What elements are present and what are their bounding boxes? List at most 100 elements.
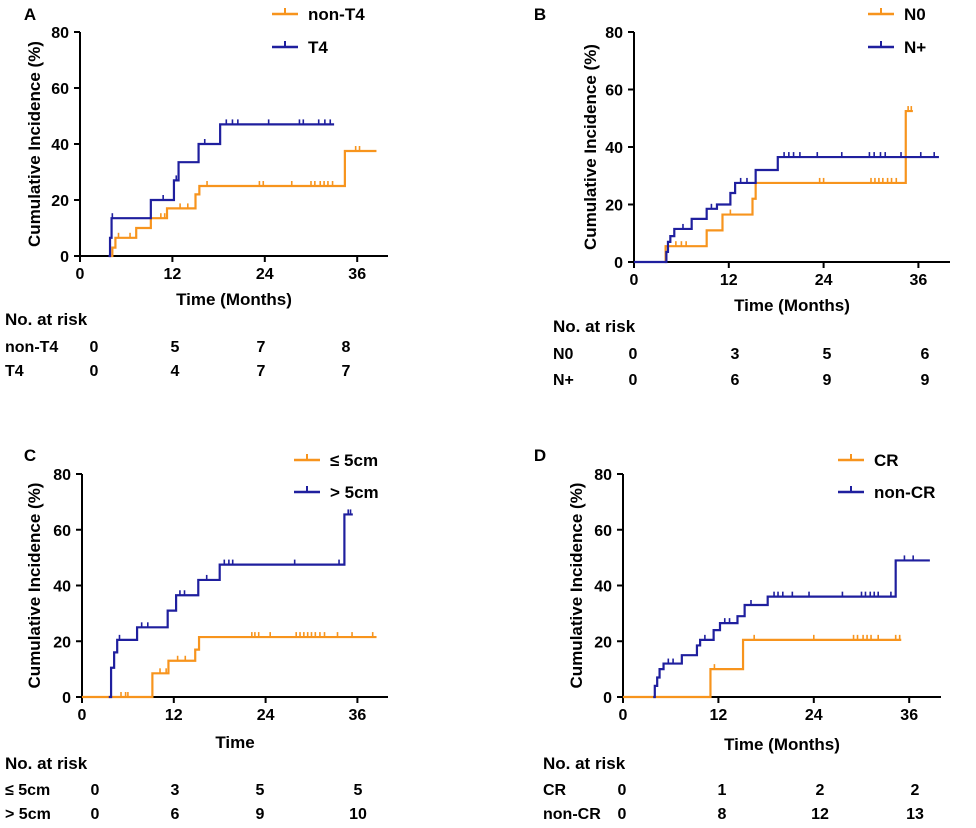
risk-value: 7 [257,339,266,356]
risk-row-label: non-CR [543,806,601,823]
risk-value: 5 [256,782,265,799]
series-line [82,635,377,699]
x-tick-label: 36 [900,707,918,724]
y-tick-label: 40 [53,579,71,596]
x-tick-label: 24 [815,272,833,289]
risk-value: 0 [629,372,638,389]
series-1 [634,152,939,264]
legend-label: non-T4 [308,5,365,24]
series-1 [653,555,930,699]
risk-value: 5 [171,339,180,356]
series-0 [109,146,377,258]
x-tick-label: 12 [165,707,183,724]
legend-entry: N+ [868,38,926,57]
y-tick-label: 0 [60,249,69,266]
y-axis-label: Cumulative Incidence (%) [581,44,600,250]
y-tick-label: 20 [53,634,71,651]
risk-table: No. at risk N0 0 3 5 6 N+ 0 6 9 9 [553,317,930,389]
series-0 [664,106,913,264]
risk-value: 3 [171,782,180,799]
x-tick-label: 12 [720,272,738,289]
risk-value: 0 [618,782,627,799]
legend-entry: non-CR [838,483,935,502]
risk-value: 1 [718,782,727,799]
y-tick-label: 60 [605,83,623,100]
risk-row-label: N0 [553,346,574,363]
y-tick-label: 40 [594,579,612,596]
risk-row-label: N+ [553,372,574,389]
y-tick-label: 20 [51,193,69,210]
legend-label: N+ [904,38,926,57]
y-tick-label: 60 [51,81,69,98]
risk-row-label: CR [543,782,567,799]
panel-letter: B [534,5,546,24]
y-tick-label: 20 [594,634,612,651]
y-axis-label: Cumulative Incidence (%) [25,483,44,689]
risk-table: No. at risk non-T4 0 5 7 8 T4 0 4 7 7 [5,310,351,380]
legend-label: T4 [308,38,328,57]
risk-value: 8 [342,339,351,356]
risk-value: 2 [816,782,825,799]
x-axis-label: Time (Months) [176,290,292,309]
risk-value: 5 [354,782,363,799]
y-tick-label: 40 [605,140,623,157]
series-line [623,638,902,699]
risk-table-title: No. at risk [5,310,88,329]
risk-value: 9 [921,372,930,389]
panel-letter: A [24,5,36,24]
series-line [664,109,913,264]
x-tick-label: 36 [349,707,367,724]
y-tick-label: 0 [603,690,612,707]
legend-entry: > 5cm [294,483,379,502]
y-tick-label: 80 [53,467,71,484]
legend-label: ≤ 5cm [330,451,378,470]
risk-value: 13 [906,806,924,823]
risk-table: No. at risk ≤ 5cm 0 3 5 5 > 5cm 0 6 9 10 [5,754,367,823]
risk-value: 0 [91,806,100,823]
risk-value: 9 [823,372,832,389]
x-tick-label: 12 [710,707,728,724]
risk-table-title: No. at risk [543,754,626,773]
x-tick-label: 36 [910,272,928,289]
series-line [634,155,939,264]
x-axis-label: Time [215,733,254,752]
risk-value: 6 [921,346,930,363]
risk-value: 0 [90,339,99,356]
series-0 [82,632,377,699]
risk-value: 3 [731,346,740,363]
panel-letter: C [24,446,36,465]
y-tick-label: 40 [51,137,69,154]
x-tick-label: 24 [805,707,823,724]
series-line [108,123,335,258]
y-tick-label: 60 [53,523,71,540]
y-axis-label: Cumulative Incidence (%) [567,483,586,689]
x-tick-label: 0 [630,272,639,289]
risk-value: 7 [257,363,266,380]
legend-entry: ≤ 5cm [294,451,378,470]
x-axis-label: Time (Months) [734,296,850,315]
risk-row-label: non-T4 [5,339,58,356]
series-line [109,149,377,258]
risk-value: 7 [342,363,351,380]
x-tick-label: 24 [256,266,274,283]
risk-value: 2 [911,782,920,799]
y-tick-label: 80 [51,25,69,42]
x-tick-label: 12 [164,266,182,283]
legend-entry: non-T4 [272,5,365,24]
risk-value: 0 [90,363,99,380]
y-tick-label: 20 [605,198,623,215]
risk-value: 6 [171,806,180,823]
risk-value: 5 [823,346,832,363]
risk-table-title: No. at risk [5,754,88,773]
risk-value: 9 [256,806,265,823]
x-tick-label: 0 [78,707,87,724]
panel-letter: D [534,446,546,465]
risk-value: 0 [91,782,100,799]
y-tick-label: 0 [614,255,623,272]
